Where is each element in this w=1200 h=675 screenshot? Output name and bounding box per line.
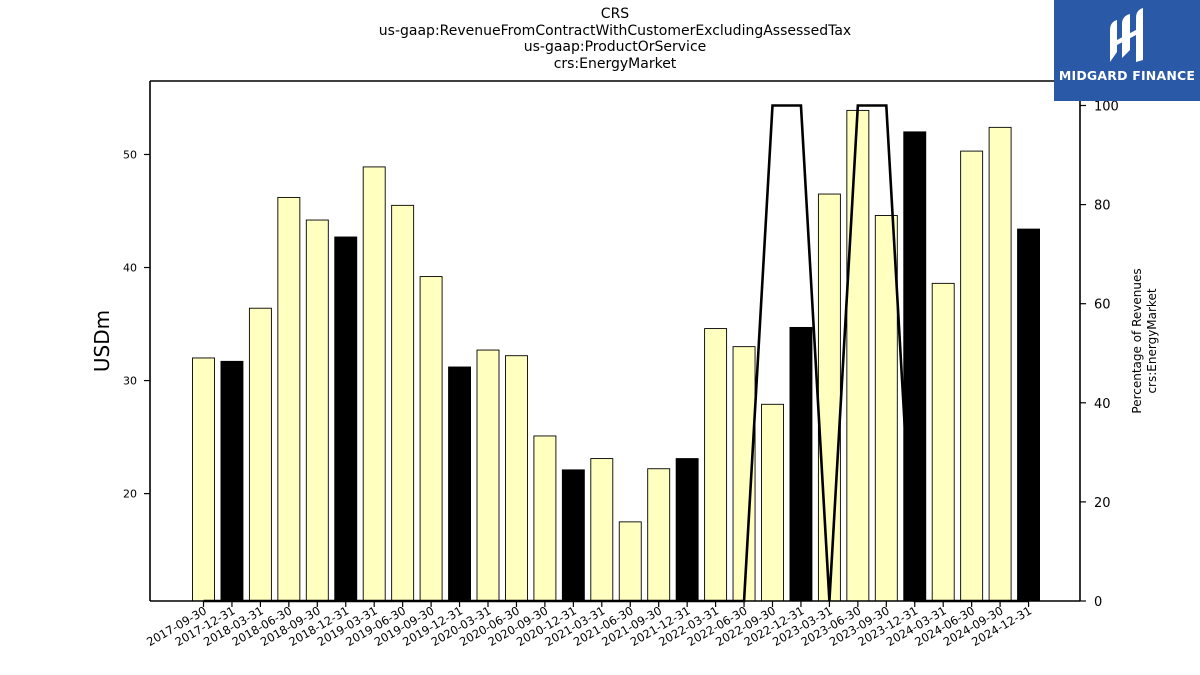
bar — [761, 403, 784, 602]
y2-tick-label: 100 — [1094, 100, 1119, 115]
title-line-ticker: CRS — [600, 6, 630, 22]
bar — [846, 109, 870, 602]
y2-tick-label: 40 — [1094, 397, 1111, 412]
bar — [817, 193, 841, 602]
y-tick-label: 40 — [123, 262, 137, 275]
logo-mark-icon — [1110, 8, 1143, 62]
bar — [590, 458, 614, 602]
bar — [220, 360, 244, 602]
bar — [789, 326, 813, 602]
title-line-concept: us-gaap:RevenueFromContractWithCustomerE… — [378, 22, 852, 39]
y2-tick-label: 60 — [1094, 298, 1111, 313]
y2-axis-label: Percentage of Revenues — [1130, 268, 1144, 413]
midgard-finance-logo: MIDGARD FINANCE — [1054, 0, 1200, 101]
y2-tick-label: 80 — [1094, 199, 1111, 214]
bar — [448, 366, 471, 602]
bar — [675, 458, 699, 602]
y2-axis-label: crs:EnergyMarket — [1145, 288, 1159, 393]
bar — [305, 219, 329, 602]
bar — [248, 307, 272, 602]
y-tick-label: 50 — [123, 148, 137, 161]
bar — [362, 166, 386, 602]
y2-tick-label: 0 — [1094, 595, 1102, 610]
title-line-axis: us-gaap:ProductOrService — [523, 39, 707, 55]
bar — [533, 435, 557, 602]
title-line-member: crs:EnergyMarket — [553, 55, 677, 72]
bar — [277, 196, 301, 602]
chart-title: CRS us-gaap:RevenueFromContractWithCusto… — [0, 6, 1200, 72]
bar — [419, 276, 443, 602]
bar — [931, 282, 955, 602]
bar — [960, 150, 984, 602]
bar — [1017, 228, 1040, 602]
bar — [476, 349, 500, 602]
bar — [391, 204, 415, 602]
bar — [874, 215, 898, 602]
y-axis-label: USDm — [90, 310, 114, 372]
y2-tick-label: 20 — [1094, 496, 1111, 511]
logo-text: MIDGARD FINANCE — [1058, 68, 1196, 83]
bar — [903, 131, 927, 602]
bar — [988, 126, 1012, 602]
bar — [704, 328, 728, 602]
y-tick-label: 30 — [123, 375, 137, 388]
bar — [505, 355, 528, 602]
y-tick-label: 20 — [123, 488, 137, 501]
bar — [561, 469, 585, 602]
bar — [192, 357, 215, 602]
bar — [334, 236, 358, 602]
bar — [618, 521, 642, 602]
bar — [647, 468, 671, 602]
